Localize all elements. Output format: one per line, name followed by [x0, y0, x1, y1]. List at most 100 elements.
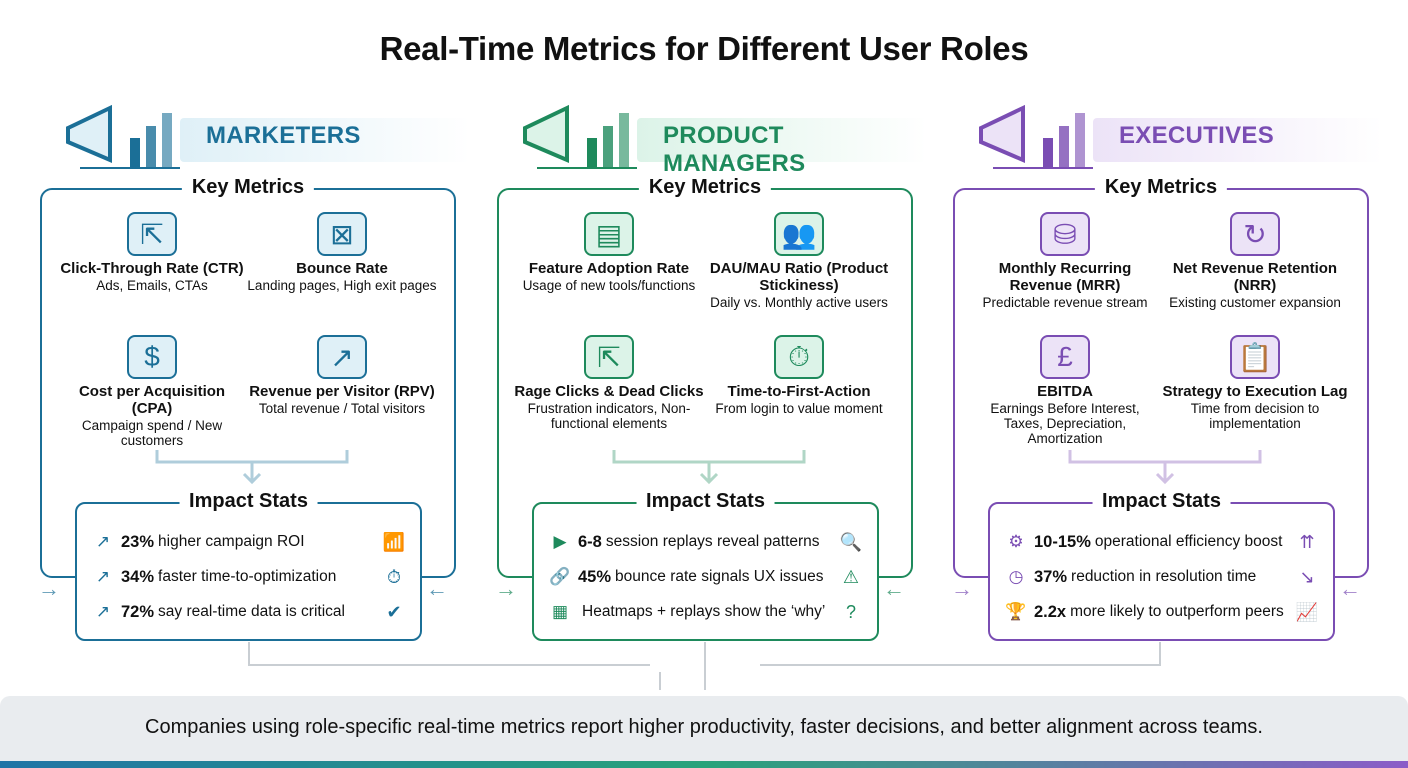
impact-stat: ↗ 72% say real-time data is critical ✔: [91, 600, 407, 624]
impact-stat: ↗ 34% faster time-to-optimization ⏱: [91, 565, 407, 589]
metric-description: Predictable revenue stream: [982, 295, 1148, 310]
impact-stat: ▦ Heatmaps + replays show the ‘why’ ?: [548, 600, 864, 624]
users-icon: 👥: [774, 212, 824, 256]
cursor-click-icon: ⇱: [127, 212, 177, 256]
arrow-left-icon: ←: [1339, 576, 1361, 601]
metric-card: ↻ Net Revenue Retention (NRR) Existing c…: [1160, 212, 1350, 310]
impact-stats-title: Impact Stats: [636, 490, 775, 513]
role-column-1: PRODUCT MANAGERS Key Metrics ▤ Feature A…: [495, 90, 927, 690]
impact-stats-title: Impact Stats: [179, 490, 318, 513]
metric-card: ⊠ Bounce Rate Landing pages, High exit p…: [247, 212, 437, 293]
megaphone-chart-icon: [60, 98, 190, 173]
trend-down-icon: ↘: [1299, 566, 1315, 587]
metric-description: Landing pages, High exit pages: [247, 278, 437, 293]
metric-title: DAU/MAU Ratio (Product Stickiness): [709, 260, 889, 294]
stat-text: more likely to outperform peers: [1070, 603, 1284, 620]
impact-stat: 🔗 45% bounce rate signals UX issues ⚠: [548, 565, 864, 589]
metric-description: Existing customer expansion: [1169, 295, 1341, 310]
merge-arrow: [1068, 450, 1262, 485]
dashboard-gear-icon: [517, 98, 647, 173]
impact-stat: 🏆 2.2x more likely to outperform peers 📈: [1004, 600, 1320, 624]
page-title: Real-Time Metrics for Different User Rol…: [379, 30, 1029, 67]
trend-up-icon: ↗: [95, 602, 111, 621]
dollar-arrow-icon: $: [127, 335, 177, 379]
strategy-board-handshake-icon: [973, 98, 1103, 173]
user-cycle-dollar-icon: ↻: [1230, 212, 1280, 256]
metric-title: Strategy to Execution Lag: [1162, 383, 1348, 400]
summary-banner: Companies using role-specific real-time …: [0, 696, 1408, 768]
arrows-up-icon: ⇈: [1299, 531, 1315, 552]
metric-title: Revenue per Visitor (RPV): [249, 383, 435, 400]
gradient-strip: [0, 761, 1408, 768]
key-metrics-box: Key Metrics ⛁ Monthly Recurring Revenue …: [953, 176, 1369, 578]
stat-value: 45%: [578, 567, 612, 586]
metric-card: 👥 DAU/MAU Ratio (Product Stickiness) Dai…: [704, 212, 894, 310]
summary-text: Companies using role-specific real-time …: [145, 716, 1263, 738]
metric-description: Usage of new tools/functions: [522, 278, 696, 293]
metric-card: ↗ Revenue per Visitor (RPV) Total revenu…: [247, 335, 437, 416]
stat-value: 34%: [121, 567, 155, 586]
metric-card: £ EBITDA Earnings Before Interest, Taxes…: [970, 335, 1160, 446]
growth-chart-icon: 📈: [1295, 601, 1319, 622]
stat-value: 6-8: [578, 532, 602, 551]
stat-text: bounce rate signals UX issues: [615, 568, 824, 585]
stat-text: reduction in resolution time: [1071, 568, 1257, 585]
warning-icon: ⚠: [842, 566, 860, 587]
impact-stat: ⚙ 10-15% operational efficiency boost ⇈: [1004, 530, 1320, 554]
stat-text: Heatmaps + replays show the ‘why’: [582, 603, 826, 620]
metric-card: ⇱ Click-Through Rate (CTR) Ads, Emails, …: [57, 212, 247, 293]
role-title: EXECUTIVES: [1119, 122, 1275, 149]
stat-value: 37%: [1034, 567, 1068, 586]
impact-stats-title: Impact Stats: [1092, 490, 1231, 513]
role-header: PRODUCT MANAGERS: [517, 98, 927, 177]
key-metrics-box: Key Metrics ▤ Feature Adoption Rate Usag…: [497, 176, 913, 578]
role-header: MARKETERS: [60, 98, 470, 173]
stat-value: 10-15%: [1034, 532, 1091, 551]
arrow-left-icon: ←: [883, 576, 905, 601]
stopwatch-icon: ⏱: [386, 566, 402, 587]
metric-card: ⏱ Time-to-First-Action From login to val…: [704, 335, 894, 416]
metric-card: ▤ Feature Adoption Rate Usage of new too…: [514, 212, 704, 293]
merge-arrow: [612, 450, 806, 485]
metric-description: Earnings Before Interest, Taxes, Depreci…: [990, 401, 1140, 446]
metric-title: Bounce Rate: [296, 260, 388, 277]
stat-text: session replays reveal patterns: [605, 533, 820, 550]
trend-up-icon: ↗: [95, 532, 111, 551]
coin-stack-icon: ⛁: [1040, 212, 1090, 256]
pound-bar-chart-icon: £: [1040, 335, 1090, 379]
metric-card: 📋 Strategy to Execution Lag Time from de…: [1160, 335, 1350, 431]
search-play-icon: 🔍: [839, 531, 863, 552]
trend-up-icon: ↗: [95, 567, 111, 586]
metric-title: Rage Clicks & Dead Clicks: [514, 383, 704, 400]
stat-text: say real-time data is critical: [158, 603, 345, 620]
metric-description: Campaign spend / New customers: [81, 418, 223, 448]
impact-stats-box: Impact Stats ↗ 23% higher campaign ROI 📶…: [75, 490, 422, 641]
arrow-left-icon: ←: [426, 576, 448, 601]
impact-stats-box: Impact Stats ⚙ 10-15% operational effici…: [988, 490, 1335, 641]
header-band: [1093, 118, 1383, 162]
role-header: EXECUTIVES: [973, 98, 1383, 173]
stopwatch-icon: ⏱: [774, 335, 824, 379]
play-icon: ▶: [553, 532, 567, 551]
clipboard-strategy-icon: 📋: [1230, 335, 1280, 379]
stat-text: operational efficiency boost: [1094, 533, 1283, 550]
question-cycle-icon: ?: [845, 601, 856, 622]
arrow-right-icon: →: [495, 576, 517, 601]
gears-icon: ⚙: [1008, 532, 1024, 551]
key-metrics-title: Key Metrics: [1094, 176, 1228, 199]
role-title: PRODUCT MANAGERS: [663, 122, 806, 177]
user-window-x-icon: ⊠: [317, 212, 367, 256]
stat-text: faster time-to-optimization: [158, 568, 337, 585]
metric-title: Click-Through Rate (CTR): [60, 260, 244, 277]
connector-lines: [248, 642, 1161, 690]
metric-description: Frustration indicators, Non-functional e…: [527, 401, 691, 431]
merge-arrow: [155, 450, 349, 485]
metric-description: Ads, Emails, CTAs: [96, 278, 208, 293]
metric-title: Time-to-First-Action: [727, 383, 871, 400]
bar-chart-icon: 📶: [382, 531, 406, 552]
header-band: [180, 118, 470, 162]
dollar-trend-icon: ↗: [317, 335, 367, 379]
impact-stat: ↗ 23% higher campaign ROI 📶: [91, 530, 407, 554]
cursor-x-icon: ⇱: [584, 335, 634, 379]
stat-text: higher campaign ROI: [158, 533, 305, 550]
